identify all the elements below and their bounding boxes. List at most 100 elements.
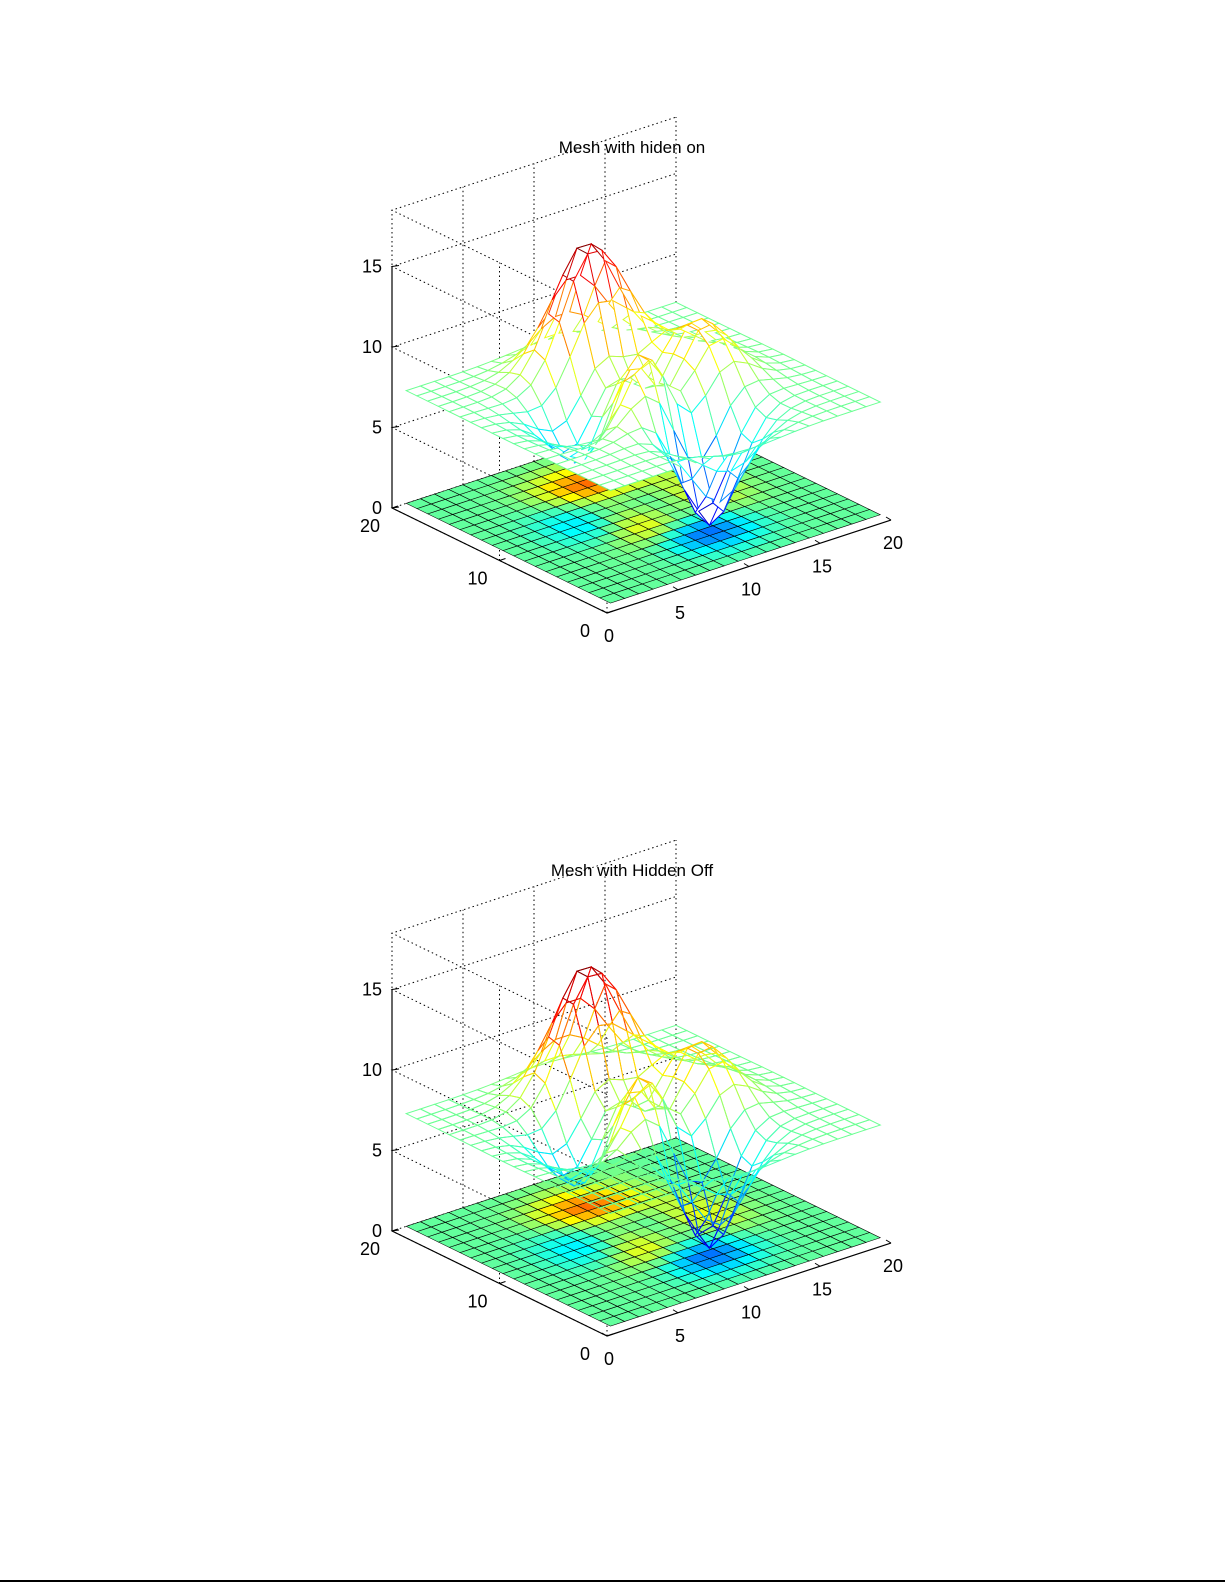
mesh-cell bbox=[669, 1081, 696, 1115]
mesh-cell bbox=[526, 1128, 554, 1155]
mesh-cell bbox=[814, 1123, 843, 1135]
mesh-cell bbox=[555, 1078, 582, 1145]
z-tick bbox=[391, 506, 400, 509]
z-tick-label: 10 bbox=[362, 337, 382, 357]
mesh-cell bbox=[771, 1100, 800, 1112]
z-tick-label: 0 bbox=[372, 1221, 382, 1241]
grid-line-top bbox=[390, 116, 677, 316]
x-tick-label: 10 bbox=[741, 580, 761, 600]
mesh-cell bbox=[754, 1116, 782, 1142]
mesh-cell bbox=[810, 1098, 839, 1110]
mesh-cell bbox=[665, 1106, 693, 1138]
y-tick bbox=[499, 558, 506, 561]
mesh-cell bbox=[818, 1113, 846, 1125]
x-tick-label: 15 bbox=[812, 556, 832, 576]
mesh-cell bbox=[804, 1118, 832, 1130]
y-tick bbox=[606, 1333, 614, 1337]
z-tick-label: 10 bbox=[362, 1060, 382, 1080]
mesh-cell bbox=[782, 1106, 811, 1119]
x-tick-label: 5 bbox=[675, 603, 685, 623]
mesh-cell bbox=[757, 1071, 786, 1081]
x-tick bbox=[743, 563, 750, 567]
x-tick bbox=[601, 1332, 608, 1337]
mesh-cell bbox=[530, 1081, 557, 1130]
y-tick-label: 0 bbox=[580, 621, 590, 641]
z-tick bbox=[391, 265, 400, 267]
y-tick bbox=[499, 1281, 506, 1284]
mesh-cell bbox=[821, 1103, 850, 1115]
mesh-cell bbox=[839, 1123, 868, 1135]
mesh-cell bbox=[811, 1133, 839, 1145]
mesh-cell bbox=[789, 1087, 818, 1099]
x-tick bbox=[672, 1309, 679, 1314]
mesh-cell bbox=[522, 1167, 551, 1178]
mesh-cell bbox=[746, 1066, 775, 1076]
z-tick bbox=[391, 1229, 400, 1232]
mesh-cell bbox=[729, 1108, 757, 1158]
chart-title: Mesh with hiden on bbox=[559, 138, 705, 157]
mesh-cell bbox=[451, 1119, 479, 1131]
mesh-cell bbox=[735, 1061, 764, 1071]
mesh-cell bbox=[447, 1129, 476, 1141]
mesh-cell bbox=[501, 1158, 530, 1168]
x-tick bbox=[743, 1286, 750, 1290]
mesh-cell bbox=[444, 1104, 472, 1116]
floor-cell bbox=[661, 1137, 688, 1149]
contour-floor bbox=[405, 1137, 882, 1327]
x-tick-label: 10 bbox=[741, 1303, 761, 1323]
mesh-cell bbox=[566, 1117, 593, 1168]
mesh-cell bbox=[832, 1108, 861, 1120]
mesh-cell bbox=[429, 1109, 458, 1121]
mesh-cell bbox=[605, 1127, 632, 1154]
x-tick-label: 0 bbox=[604, 626, 614, 646]
mesh-cell bbox=[750, 1139, 778, 1167]
mesh-cell bbox=[512, 1163, 541, 1173]
mesh-cell bbox=[789, 1123, 818, 1136]
mesh-cell bbox=[843, 1114, 871, 1125]
mesh-cell bbox=[667, 1039, 696, 1051]
mesh-cell bbox=[694, 1067, 721, 1120]
mesh-cell bbox=[755, 1159, 782, 1171]
mesh-cell bbox=[660, 1024, 689, 1036]
mesh-cell bbox=[754, 1079, 781, 1087]
mesh-cell bbox=[782, 1144, 811, 1155]
x-tick bbox=[814, 1262, 821, 1267]
page-bottom-rule bbox=[0, 1580, 1225, 1582]
z-tick-label: 5 bbox=[372, 1141, 382, 1161]
mesh-cell bbox=[505, 1097, 532, 1122]
z-tick bbox=[391, 1068, 400, 1071]
mesh-cell bbox=[767, 1076, 796, 1087]
mesh-cell bbox=[604, 982, 632, 1015]
mesh-cell bbox=[778, 1082, 807, 1093]
x-tick bbox=[601, 609, 608, 614]
mesh-cell bbox=[853, 396, 882, 408]
mesh-cell bbox=[516, 1158, 543, 1165]
y-tick-label: 20 bbox=[360, 1239, 380, 1259]
mesh-cell bbox=[646, 1029, 674, 1041]
mesh-cell bbox=[462, 1124, 490, 1137]
mesh-cell bbox=[590, 966, 617, 991]
x-tick-label: 15 bbox=[812, 1279, 832, 1299]
x-tick-label: 0 bbox=[604, 1349, 614, 1369]
z-tick bbox=[391, 426, 400, 428]
mesh-cell bbox=[773, 1142, 801, 1156]
mesh-cell bbox=[573, 975, 600, 1048]
z-tick bbox=[391, 988, 400, 990]
x-tick bbox=[672, 586, 679, 591]
mesh-cell bbox=[657, 1034, 685, 1046]
x-tick-label: 20 bbox=[883, 533, 903, 553]
mesh-cell bbox=[797, 1138, 825, 1150]
y-tick-label: 0 bbox=[580, 1344, 590, 1364]
mesh-cell bbox=[490, 1152, 519, 1163]
y-tick-label: 10 bbox=[467, 569, 487, 589]
mesh-cell bbox=[829, 1118, 857, 1130]
mesh-cell bbox=[437, 1124, 465, 1136]
z-tick-label: 5 bbox=[372, 418, 382, 438]
mesh-cell bbox=[680, 1092, 707, 1137]
mesh-cell bbox=[757, 1101, 785, 1118]
mesh-cell bbox=[419, 1103, 447, 1115]
mesh-cell bbox=[719, 1083, 746, 1130]
